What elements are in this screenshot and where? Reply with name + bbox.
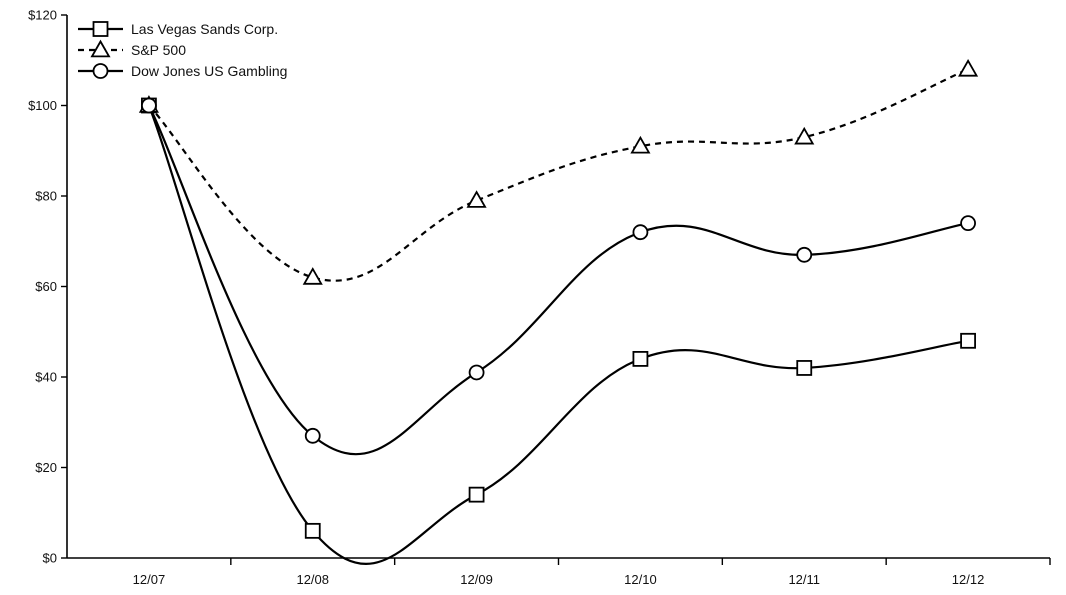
data-point <box>302 267 323 285</box>
data-point <box>794 126 815 145</box>
legend-item: Las Vegas Sands Corp. <box>78 21 278 37</box>
data-point <box>468 486 485 503</box>
legend-marker <box>90 39 111 58</box>
chart-axes <box>66 15 1050 559</box>
legend-item: S&P 500 <box>78 39 186 58</box>
x-tick-label: 12/11 <box>788 572 820 587</box>
y-tick-label: $0 <box>43 551 57 566</box>
y-tick-label: $40 <box>35 370 57 385</box>
series-line <box>147 105 969 456</box>
chart-legend: Las Vegas Sands Corp. S&P 500 Dow Jones US… <box>78 21 287 79</box>
data-point <box>960 215 976 232</box>
data-point <box>466 190 487 208</box>
legend-marker <box>92 21 109 37</box>
series-square <box>141 97 976 565</box>
data-point <box>141 97 157 114</box>
data-point <box>960 332 976 349</box>
legend-marker <box>92 63 109 79</box>
x-tick-label: 12/09 <box>460 572 493 587</box>
x-tick-label: 12/10 <box>624 572 657 587</box>
y-tick-label: $80 <box>35 189 57 204</box>
legend-label: S&P 500 <box>131 42 186 58</box>
y-tick-label: $20 <box>35 460 57 475</box>
data-point <box>632 350 649 367</box>
y-axis-ticks: $0 $20 $40 $60 $80 $100 $120 <box>28 8 67 566</box>
y-tick-label: $60 <box>35 279 57 294</box>
x-tick-label: 12/08 <box>296 572 329 587</box>
data-point <box>796 246 813 263</box>
series-line <box>148 68 969 282</box>
data-point <box>304 522 321 539</box>
data-point <box>796 360 813 376</box>
data-point <box>632 224 649 241</box>
legend-label: Las Vegas Sands Corp. <box>131 21 278 37</box>
series-triangle <box>138 58 979 285</box>
data-point <box>630 135 651 154</box>
series-layer <box>138 58 979 565</box>
data-point <box>304 427 321 444</box>
x-axis-ticks: 12/07 12/08 12/09 12/10 12/11 12/12 <box>133 558 1051 587</box>
series-circle <box>141 97 976 456</box>
legend-label: Dow Jones US Gambling <box>131 63 287 79</box>
y-tick-label: $100 <box>28 98 57 113</box>
x-tick-label: 12/07 <box>133 572 166 587</box>
x-tick-label: 12/12 <box>952 572 985 587</box>
legend-item: Dow Jones US Gambling <box>78 63 287 79</box>
series-line <box>147 105 969 565</box>
y-tick-label: $120 <box>28 8 57 23</box>
data-point <box>468 364 485 381</box>
data-point <box>958 58 979 77</box>
